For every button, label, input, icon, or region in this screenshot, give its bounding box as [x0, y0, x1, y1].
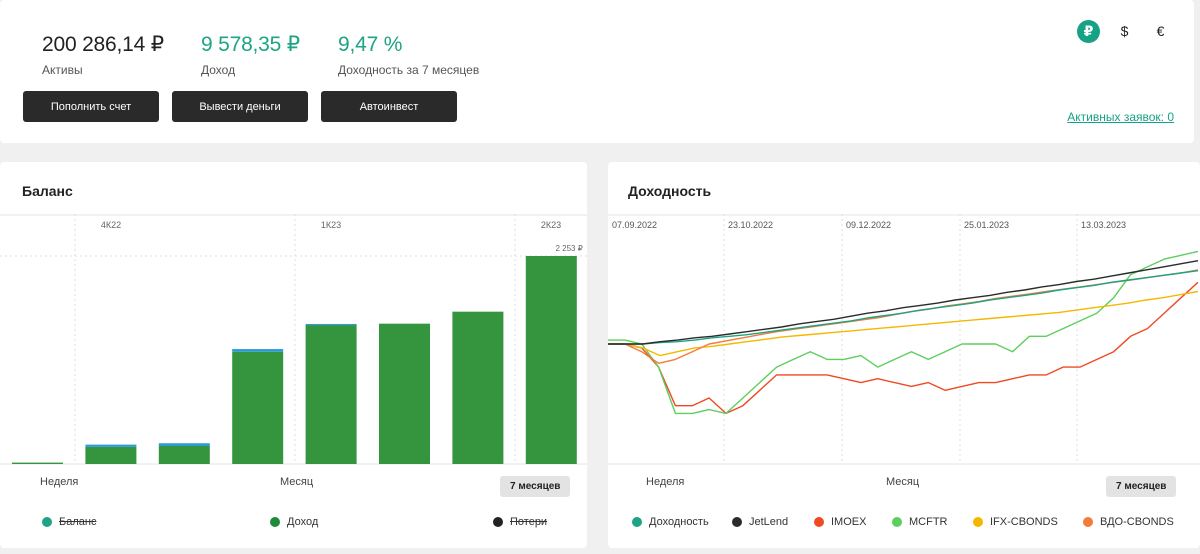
- bar-income: [158, 445, 210, 464]
- income-label: Доход: [201, 63, 236, 77]
- legend-losses-dot: [493, 517, 503, 527]
- balance-range-week[interactable]: Неделя: [40, 476, 79, 488]
- legend-losses[interactable]: Потери: [493, 516, 547, 528]
- yield-card: Доходность 07.09.2022 23.10.2022 09.12.202…: [608, 162, 1200, 548]
- bar-data-label: 2 253 ₽: [555, 244, 582, 253]
- bar-balance: [85, 444, 137, 447]
- series-line-ifx-cbonds: [608, 290, 1199, 357]
- assets-stat: 200 286,14 ₽ Активы: [42, 33, 164, 77]
- yield-line-chart: 07.09.2022 23.10.2022 09.12.2022 25.01.2023…: [608, 214, 1200, 465]
- legend-balance[interactable]: Баланс: [42, 516, 96, 528]
- yield-label: Доходность за 7 месяцев: [338, 63, 480, 77]
- income-stat: 9 578,35 ₽ Доход: [201, 33, 300, 77]
- yield-value: 9,47 %: [338, 33, 403, 56]
- legend-vdo-cbonds-label: ВДО-CBONDS: [1100, 516, 1174, 528]
- series-line-jetlend: [608, 260, 1199, 345]
- income-value: 9 578,35 ₽: [201, 33, 300, 56]
- bar-income: [379, 323, 430, 464]
- legend-balance-label: Баланс: [59, 516, 97, 528]
- assets-label: Активы: [42, 63, 83, 77]
- series-line-вдо-cbonds: [608, 269, 1199, 364]
- balance-range-month[interactable]: Месяц: [280, 476, 314, 488]
- balance-bar-chart: 4К22 1К23 2К23 2 253 ₽: [0, 214, 587, 465]
- bar-income: [525, 256, 577, 464]
- yield-stat: 9,47 % Доходность за 7 месяцев: [338, 33, 479, 77]
- quarter-label: 4К22: [101, 220, 121, 230]
- legend-yield-label: Доходность: [649, 516, 709, 528]
- summary-card: 200 286,14 ₽ Активы 9 578,35 ₽ Доход 9,4…: [0, 0, 1194, 143]
- legend-jetlend[interactable]: JetLend: [732, 516, 788, 528]
- date-label: 23.10.2022: [728, 220, 773, 230]
- legend-ifx-cbonds-dot: [973, 517, 983, 527]
- legend-imoex[interactable]: IMOEX: [814, 516, 866, 528]
- bar-income: [305, 325, 357, 464]
- legend-yield-dot: [632, 517, 642, 527]
- bar-income: [12, 462, 63, 464]
- quarter-label: 1К23: [321, 220, 341, 230]
- series-line-доходность: [608, 270, 1199, 345]
- yield-range-month[interactable]: Месяц: [886, 476, 920, 488]
- legend-vdo-cbonds[interactable]: ВДО-CBONDS: [1083, 516, 1174, 528]
- legend-yield[interactable]: Доходность: [632, 516, 709, 528]
- bar-balance: [305, 323, 357, 326]
- series-line-imoex: [608, 281, 1199, 415]
- bar-balance: [158, 443, 210, 446]
- balance-range-7months[interactable]: 7 месяцев: [500, 476, 571, 497]
- date-label: 25.01.2023: [964, 220, 1009, 230]
- legend-jetlend-dot: [732, 517, 742, 527]
- series-line-mcftr: [608, 250, 1199, 415]
- legend-balance-dot: [42, 517, 52, 527]
- legend-mcftr-label: MCFTR: [909, 516, 948, 528]
- withdraw-button[interactable]: Вывести деньги: [172, 91, 308, 122]
- yield-title: Доходность: [628, 183, 712, 199]
- legend-jetlend-label: JetLend: [749, 516, 789, 528]
- assets-value: 200 286,14 ₽: [42, 33, 164, 56]
- deposit-button[interactable]: Пополнить счет: [23, 91, 159, 122]
- legend-mcftr-dot: [892, 517, 902, 527]
- currency-eur-button[interactable]: €: [1156, 23, 1165, 39]
- balance-card: Баланс 4К22 1К23 2К23 2 253 ₽ Неделя Месяц …: [0, 162, 587, 548]
- legend-income-dot: [270, 517, 280, 527]
- active-orders-link[interactable]: Активных заявок: 0: [1067, 110, 1174, 124]
- balance-title: Баланс: [22, 183, 73, 199]
- currency-usd-button[interactable]: $: [1120, 23, 1129, 39]
- legend-imoex-dot: [814, 517, 824, 527]
- legend-losses-label: Потери: [510, 516, 548, 528]
- legend-ifx-cbonds[interactable]: IFX-CBONDS: [973, 516, 1058, 528]
- legend-income[interactable]: Доход: [270, 516, 318, 528]
- bar-balance: [232, 349, 284, 352]
- yield-range-week[interactable]: Неделя: [646, 476, 685, 488]
- legend-income-label: Доход: [287, 516, 319, 528]
- legend-ifx-cbonds-label: IFX-CBONDS: [990, 516, 1058, 528]
- legend-mcftr[interactable]: MCFTR: [892, 516, 948, 528]
- legend-imoex-label: IMOEX: [831, 516, 867, 528]
- legend-vdo-cbonds-dot: [1083, 517, 1093, 527]
- autoinvest-button[interactable]: Автоинвест: [321, 91, 457, 122]
- bar-income: [452, 311, 504, 464]
- bar-income: [85, 446, 137, 464]
- date-label: 09.12.2022: [846, 220, 891, 230]
- date-label: 13.03.2023: [1081, 220, 1126, 230]
- quarter-label: 2К23: [541, 220, 561, 230]
- date-label: 07.09.2022: [612, 220, 657, 230]
- currency-rub-button[interactable]: ₽: [1077, 20, 1100, 43]
- yield-range-7months[interactable]: 7 месяцев: [1106, 476, 1177, 497]
- bar-income: [232, 351, 284, 464]
